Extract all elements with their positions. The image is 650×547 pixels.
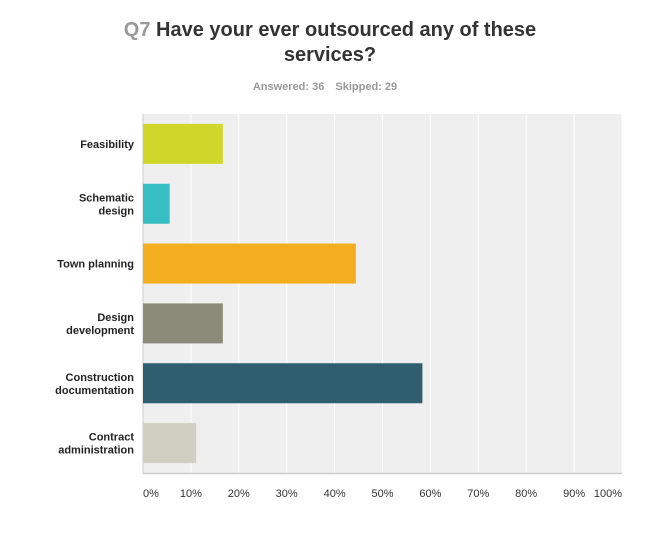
x-tick-label: 40% (324, 488, 346, 500)
x-tick-label: 70% (467, 488, 489, 500)
x-tick-label: 80% (515, 488, 537, 500)
category-label: Contract administration (58, 432, 134, 457)
response-stats: Answered: 36 Skipped: 29 (0, 81, 650, 93)
x-tick-label: 60% (419, 488, 441, 500)
answered-count: Answered: 36 (252, 81, 325, 93)
x-tick-label: 90% (563, 488, 585, 500)
bar (143, 423, 197, 464)
x-tick-label: 0% (143, 488, 159, 500)
x-tick-label: 30% (276, 488, 298, 500)
bar (143, 363, 423, 404)
category-label: Town planning (57, 259, 134, 271)
bar (143, 183, 170, 224)
bar (143, 303, 223, 344)
question-text: Have your ever outsourced any of these s… (156, 19, 537, 66)
category-label: Design development (66, 312, 134, 337)
category-label: Construction documentation (55, 372, 134, 397)
x-tick-label: 50% (371, 488, 393, 500)
question-number: Q7 (123, 19, 151, 41)
category-label: Feasibility (80, 139, 135, 151)
category-label: Schematic design (79, 192, 134, 217)
x-tick-label: 10% (180, 488, 202, 500)
skipped-count: Skipped: 29 (335, 81, 398, 93)
bar (143, 123, 223, 164)
bar (143, 243, 356, 284)
x-tick-label: 20% (228, 488, 250, 500)
x-tick-label: 100% (594, 488, 622, 500)
chart-title: Q7 Have your ever outsourced any of thes… (110, 18, 550, 68)
